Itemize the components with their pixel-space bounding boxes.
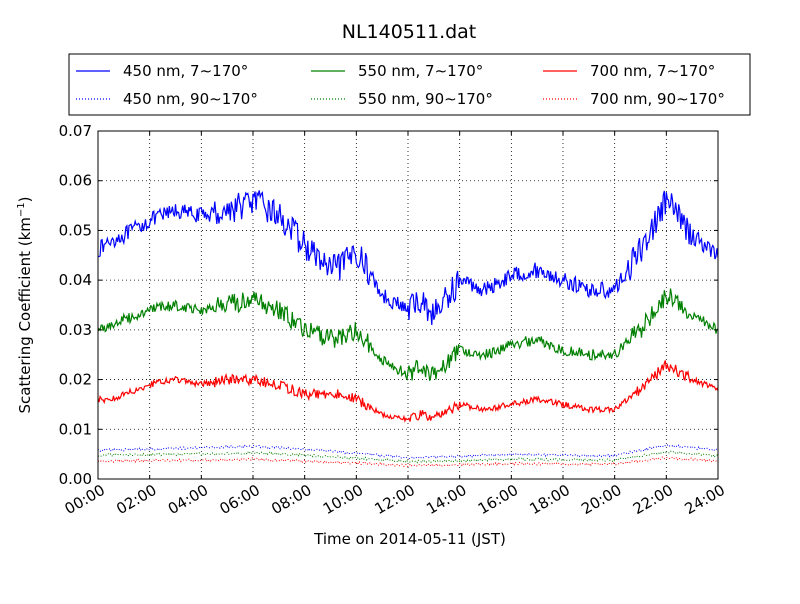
x-tick-label: 20:00 <box>578 481 624 518</box>
x-axis-label: Time on 2014-05-11 (JST) <box>313 530 506 548</box>
x-tick-label: 14:00 <box>423 481 469 518</box>
legend-label: 700 nm, 90∼170° <box>590 90 725 108</box>
legend-label: 700 nm, 7∼170° <box>590 62 715 80</box>
grid <box>98 131 718 479</box>
series-line <box>97 288 719 381</box>
legend-label: 450 nm, 90∼170° <box>123 90 258 108</box>
y-axis-label-sup: −1 <box>16 202 27 217</box>
y-axis-label-main: Scattering Coefficient (km <box>16 217 34 413</box>
y-tick-label: 0.03 <box>59 321 92 339</box>
series-line <box>97 360 719 423</box>
x-tick-label: 02:00 <box>113 481 159 518</box>
x-tick-label: 24:00 <box>682 481 728 518</box>
y-tick-label: 0.00 <box>59 470 92 488</box>
y-tick-label: 0.05 <box>59 221 92 239</box>
axis-ticks: 00:00 02:00 04:00 06:00 08:00 10:00 12:00 14:00… <box>59 122 728 518</box>
x-tick-label: 18:00 <box>527 481 573 518</box>
x-tick-label: 10:00 <box>320 481 366 518</box>
y-tick-label: 0.02 <box>59 371 92 389</box>
series-line <box>97 450 719 464</box>
x-tick-label: 16:00 <box>475 481 521 518</box>
x-tick-label: 04:00 <box>165 481 211 518</box>
y-tick-label: 0.04 <box>59 271 92 289</box>
y-tick-label: 0.01 <box>59 420 92 438</box>
series-line <box>98 190 719 326</box>
legend-label: 550 nm, 90∼170° <box>358 90 493 108</box>
x-tick-label: 08:00 <box>268 481 314 518</box>
legend: 450 nm, 7∼170° 550 nm, 7∼170° 700 nm, 7∼17… <box>68 53 751 116</box>
y-tick-label: 0.07 <box>59 122 92 140</box>
x-tick-label: 22:00 <box>630 481 676 518</box>
y-axis-label: Scattering Coefficient (km−1) <box>16 196 34 413</box>
y-axis-label-end: ) <box>16 196 34 202</box>
legend-label: 450 nm, 7∼170° <box>123 62 248 80</box>
chart-title: NL140511.dat <box>342 21 477 43</box>
x-tick-label: 12:00 <box>372 481 418 518</box>
x-tick-label: 06:00 <box>217 481 263 518</box>
series-group <box>97 190 719 468</box>
series-line <box>97 456 719 468</box>
y-tick-label: 0.06 <box>59 172 92 190</box>
legend-box <box>68 53 751 116</box>
series-line <box>97 444 719 460</box>
legend-label: 550 nm, 7∼170° <box>358 62 483 80</box>
